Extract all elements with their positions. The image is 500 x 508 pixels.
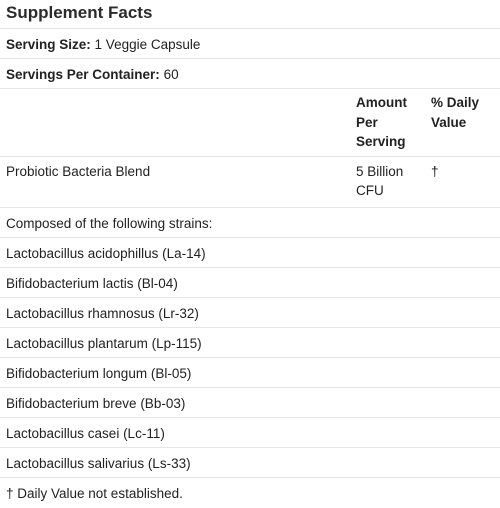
footnote: † Daily Value not established.: [6, 486, 183, 501]
serving-size-label: Serving Size:: [6, 37, 91, 52]
strain-row: Bifidobacterium breve (Bb-03): [0, 388, 500, 418]
strain-row: Bifidobacterium lactis (Bl-04): [0, 268, 500, 298]
strain-row: Lactobacillus acidophillus (La-14): [0, 238, 500, 268]
servings-per-container-label: Servings Per Container:: [6, 67, 160, 82]
strain-row: Lactobacillus salivarius (Ls-33): [0, 448, 500, 478]
amount-per-serving-header: Amount Per Serving: [356, 95, 407, 149]
blend-daily-value: †: [431, 164, 439, 179]
strain-row: Bifidobacterium longum (Bl-05): [0, 358, 500, 388]
column-header-row: Amount Per Serving % Daily Value: [0, 89, 500, 157]
strain-row: Lactobacillus rhamnosus (Lr-32): [0, 298, 500, 328]
panel-title: Supplement Facts: [0, 0, 500, 29]
strain-row: Lactobacillus casei (Lc-11): [0, 418, 500, 448]
daily-value-header: % Daily Value: [431, 95, 480, 130]
servings-per-container-value: 60: [163, 67, 179, 82]
serving-size-row: Serving Size: 1 Veggie Capsule: [0, 29, 500, 59]
blend-name: Probiotic Bacteria Blend: [6, 164, 151, 179]
blend-amount: 5 Billion CFU: [356, 164, 404, 198]
composed-label-row: Composed of the following strains:: [0, 208, 500, 238]
blend-row: Probiotic Bacteria Blend 5 Billion CFU †: [0, 157, 500, 208]
servings-per-container-row: Servings Per Container: 60: [0, 59, 500, 89]
serving-size-value: 1 Veggie Capsule: [94, 37, 201, 52]
strain-row: Lactobacillus plantarum (Lp-115): [0, 328, 500, 358]
